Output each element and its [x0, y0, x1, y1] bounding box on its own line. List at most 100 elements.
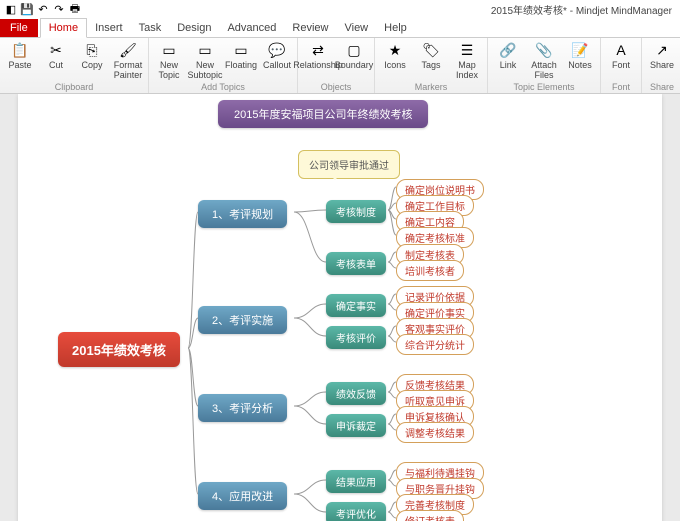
group-label: Clipboard	[4, 81, 144, 93]
file-tab[interactable]: File	[0, 19, 38, 37]
cut-button[interactable]: ✂Cut	[40, 40, 72, 71]
map-index-button[interactable]: ☰Map Index	[451, 40, 483, 81]
relationship-icon: ⇄	[308, 40, 328, 60]
paste-button[interactable]: 📋Paste	[4, 40, 36, 71]
branch-node-1[interactable]: 2、考评实施	[198, 306, 287, 334]
new-topic-button[interactable]: ▭New Topic	[153, 40, 185, 81]
link-button[interactable]: 🔗Link	[492, 40, 524, 71]
callout-icon: 💬	[267, 40, 287, 60]
branch-node-0[interactable]: 1、考评规划	[198, 200, 287, 228]
boundary-button[interactable]: ▢Boundary	[338, 40, 370, 71]
new-subtopic-button[interactable]: ▭New Subtopic	[189, 40, 221, 81]
button-label: New Subtopic	[187, 61, 222, 81]
attach-files-button[interactable]: 📎Attach Files	[528, 40, 560, 81]
copy-button[interactable]: ⎘Copy	[76, 40, 108, 71]
sub-node-0-1[interactable]: 考核表单	[326, 252, 386, 275]
title-node[interactable]: 2015年度安福项目公司年终绩效考核	[218, 100, 428, 128]
notes-icon: 📝	[570, 40, 590, 60]
ribbon-group-topic-elements: 🔗Link📎Attach Files📝NotesTopic Elements	[488, 38, 601, 93]
ribbon-group-clipboard: 📋Paste✂Cut⎘Copy🖌Format PainterClipboard	[0, 38, 149, 93]
group-label: Objects	[302, 81, 370, 93]
leaf-node[interactable]: 综合评分统计	[396, 334, 474, 355]
button-label: Cut	[49, 61, 63, 71]
map-index-icon: ☰	[457, 40, 477, 60]
sub-node-3-1[interactable]: 考评优化	[326, 502, 386, 521]
button-label: Share	[650, 61, 674, 71]
ribbon-group-add-topics: ▭New Topic▭New Subtopic▭Floating💬Callout…	[149, 38, 298, 93]
button-label: Link	[500, 61, 517, 71]
leaf-node[interactable]: 调整考核结果	[396, 422, 474, 443]
canvas-area[interactable]: 2015年度安福项目公司年终绩效考核公司领导审批通过 2015年绩效考核 1、考评规…	[0, 94, 680, 521]
root-node[interactable]: 2015年绩效考核	[58, 332, 180, 367]
sub-node-1-0[interactable]: 确定事实	[326, 294, 386, 317]
format-painter-button[interactable]: 🖌Format Painter	[112, 40, 144, 81]
ribbon-group-objects: ⇄Relationship▢BoundaryObjects	[298, 38, 375, 93]
button-label: Font	[612, 61, 630, 71]
font-icon: A	[611, 40, 631, 60]
sub-node-1-1[interactable]: 考核评价	[326, 326, 386, 349]
button-label: Notes	[568, 61, 592, 71]
group-label: Font	[605, 81, 637, 93]
tab-advanced[interactable]: Advanced	[219, 19, 284, 37]
save-icon[interactable]: 💾	[20, 2, 34, 16]
tab-design[interactable]: Design	[169, 19, 219, 37]
group-label: Add Topics	[153, 81, 293, 93]
tab-help[interactable]: Help	[376, 19, 415, 37]
tags-button[interactable]: 🏷Tags	[415, 40, 447, 71]
undo-icon[interactable]: ↶	[36, 2, 50, 16]
link-icon: 🔗	[498, 40, 518, 60]
redo-icon[interactable]: ↷	[52, 2, 66, 16]
boundary-icon: ▢	[344, 40, 364, 60]
leaf-node[interactable]: 修订考核表	[396, 510, 464, 521]
font-button[interactable]: AFont	[605, 40, 637, 71]
new-subtopic-icon: ▭	[195, 40, 215, 60]
floating-button[interactable]: ▭Floating	[225, 40, 257, 71]
print-icon[interactable]: 🖶	[68, 2, 82, 16]
button-label: Tags	[421, 61, 440, 71]
ribbon-tabs: File HomeInsertTaskDesignAdvancedReviewV…	[0, 18, 680, 38]
ribbon-group-font: AFontFont	[601, 38, 642, 93]
button-label: New Topic	[158, 61, 179, 81]
button-label: Copy	[81, 61, 102, 71]
button-label: Boundary	[335, 61, 374, 71]
floating-icon: ▭	[231, 40, 251, 60]
sub-node-2-0[interactable]: 绩效反馈	[326, 382, 386, 405]
format-painter-icon: 🖌	[118, 40, 138, 60]
group-label: Share	[646, 81, 678, 93]
sub-node-2-1[interactable]: 申诉裁定	[326, 414, 386, 437]
document-paper: 2015年度安福项目公司年终绩效考核公司领导审批通过 2015年绩效考核 1、考评规…	[18, 94, 662, 521]
app-icon: ◧	[4, 2, 18, 16]
button-label: Format Painter	[114, 61, 143, 81]
window-title: 2015年绩效考核* - Mindjet MindManager	[491, 2, 672, 17]
icons-icon: ★	[385, 40, 405, 60]
tab-home[interactable]: Home	[40, 18, 87, 38]
branch-node-2[interactable]: 3、考评分析	[198, 394, 287, 422]
branch-node-3[interactable]: 4、应用改进	[198, 482, 287, 510]
callout-button[interactable]: 💬Callout	[261, 40, 293, 71]
tab-insert[interactable]: Insert	[87, 19, 131, 37]
button-label: Icons	[384, 61, 406, 71]
callout-note[interactable]: 公司领导审批通过	[298, 150, 400, 179]
mindmap: 2015年度安福项目公司年终绩效考核公司领导审批通过 2015年绩效考核 1、考评规…	[18, 94, 662, 521]
paste-icon: 📋	[10, 40, 30, 60]
tags-icon: 🏷	[421, 40, 441, 60]
ribbon-group-markers: ★Icons🏷Tags☰Map IndexMarkers	[375, 38, 488, 93]
tab-task[interactable]: Task	[131, 19, 170, 37]
share-icon: ↗	[652, 40, 672, 60]
sub-node-0-0[interactable]: 考核制度	[326, 200, 386, 223]
new-topic-icon: ▭	[159, 40, 179, 60]
ribbon: 📋Paste✂Cut⎘Copy🖌Format PainterClipboard▭…	[0, 38, 680, 94]
tab-view[interactable]: View	[336, 19, 376, 37]
icons-button[interactable]: ★Icons	[379, 40, 411, 71]
attach-files-icon: 📎	[534, 40, 554, 60]
ribbon-group-share: ↗ShareShare	[642, 38, 680, 93]
sub-node-3-0[interactable]: 结果应用	[326, 470, 386, 493]
relationship-button[interactable]: ⇄Relationship	[302, 40, 334, 71]
title-bar: ◧ 💾 ↶ ↷ 🖶 2015年绩效考核* - Mindjet MindManag…	[0, 0, 680, 18]
share-button[interactable]: ↗Share	[646, 40, 678, 71]
group-label: Topic Elements	[492, 81, 596, 93]
leaf-node[interactable]: 培训考核者	[396, 260, 464, 281]
copy-icon: ⎘	[82, 40, 102, 60]
notes-button[interactable]: 📝Notes	[564, 40, 596, 71]
tab-review[interactable]: Review	[284, 19, 336, 37]
